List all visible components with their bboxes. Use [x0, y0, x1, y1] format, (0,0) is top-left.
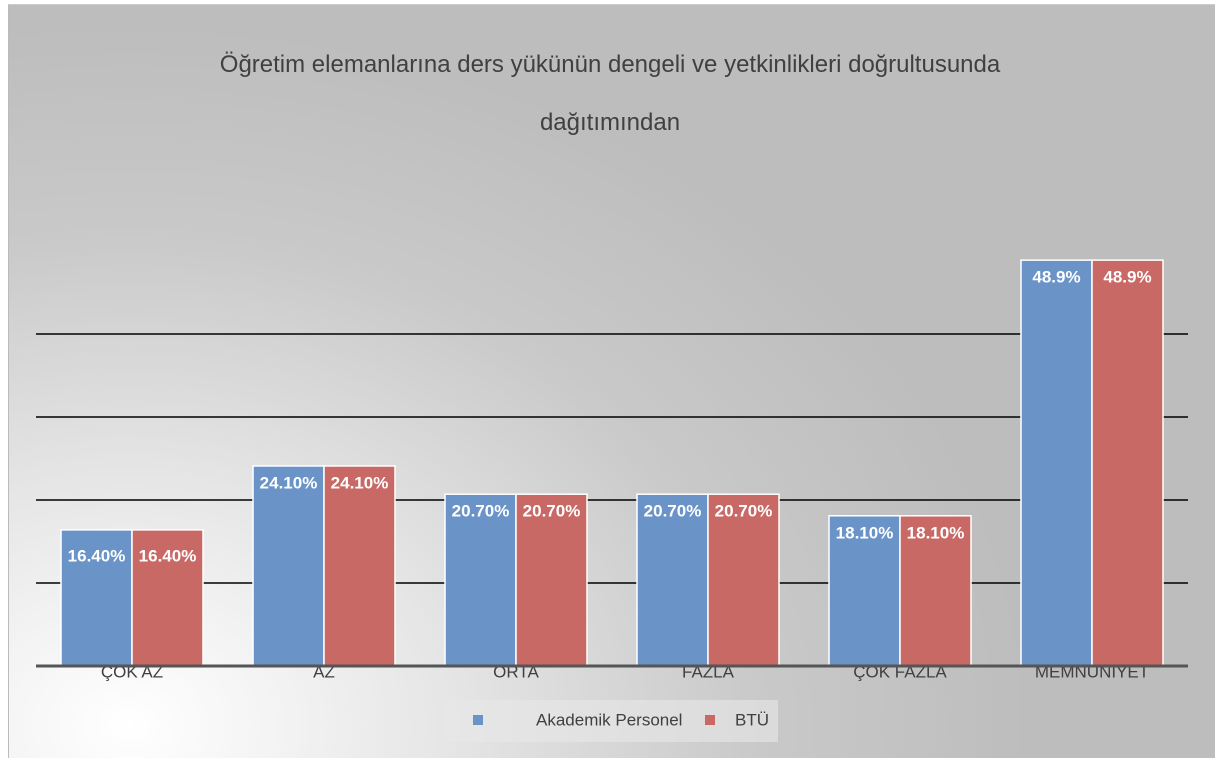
data-label: 48.9% — [1032, 268, 1080, 287]
bar — [828, 515, 901, 667]
data-label: 16.40% — [139, 546, 197, 565]
data-label: 48.9% — [1103, 268, 1151, 287]
bar — [1091, 259, 1164, 667]
bar — [1020, 259, 1093, 667]
data-label: 20.70% — [715, 502, 773, 521]
bar — [323, 465, 396, 667]
bar — [636, 493, 709, 667]
bar — [899, 515, 972, 667]
data-label: 20.70% — [523, 502, 581, 521]
bar — [60, 529, 133, 667]
bar — [131, 529, 204, 667]
data-label: 18.10% — [836, 523, 894, 542]
data-label: 20.70% — [644, 502, 702, 521]
legend-label: BTÜ — [735, 710, 769, 729]
legend-label: Akademik Personel — [536, 710, 682, 729]
data-label: 18.10% — [907, 523, 965, 542]
legend-swatch — [705, 715, 715, 725]
chart-title: Öğretim elemanlarına ders yükünün dengel… — [219, 51, 1001, 136]
chart-background — [8, 4, 1215, 758]
data-label: 24.10% — [260, 473, 318, 492]
legend-swatch — [473, 715, 483, 725]
data-label: 20.70% — [452, 502, 510, 521]
data-label: 16.40% — [68, 546, 126, 565]
bar — [252, 465, 325, 667]
legend-box — [445, 700, 778, 742]
bar — [515, 493, 588, 667]
data-label: 24.10% — [331, 473, 389, 492]
bar — [707, 493, 780, 667]
bar — [444, 493, 517, 667]
